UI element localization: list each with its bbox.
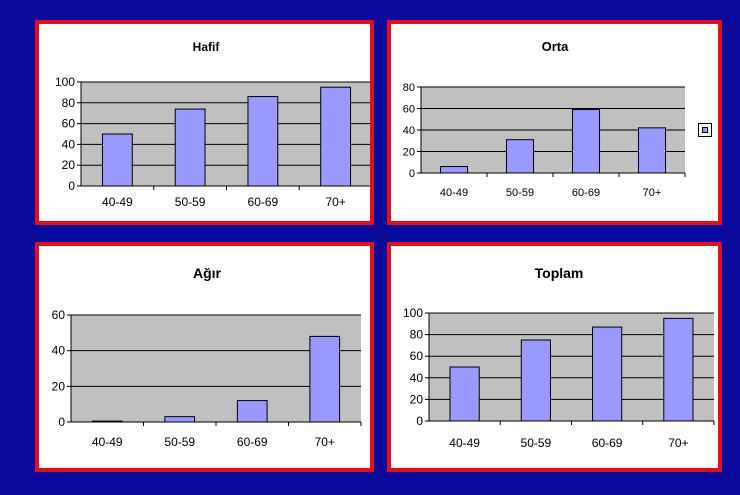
x-tick-label: 40-49	[440, 187, 468, 199]
x-tick-label: 60-69	[237, 435, 268, 449]
bar-orta-50-59	[505, 139, 535, 174]
bar-agir-70+	[309, 335, 341, 423]
x-tick-label: 50-59	[175, 195, 206, 209]
x-tick-label: 70+	[668, 436, 688, 450]
bar-agir-50-59	[164, 416, 196, 423]
chart-panel-toplam: Toplam 0 20 40 60 80 100 40-49 50-59 60-69 70+	[387, 242, 722, 472]
x-tick-label: 70+	[643, 187, 662, 199]
x-tick-label: 40-49	[92, 435, 123, 449]
y-tick-label: 0	[58, 415, 65, 429]
y-tick-label: 40	[52, 344, 66, 358]
y-tick-label: 60	[410, 349, 424, 363]
chart-title-orta: Orta	[542, 39, 570, 54]
y-tick-label: 0	[409, 168, 415, 180]
chart-panel-agir: Ağır 0 20 40 60 40-49 50-59 60-69 70+	[35, 242, 374, 472]
y-tick-label: 20	[410, 392, 424, 406]
y-tick-label: 0	[68, 179, 75, 193]
x-tick-label: 60-69	[572, 187, 600, 199]
bar-orta-40-49	[439, 166, 469, 174]
x-tick-label: 50-59	[506, 187, 534, 199]
legend-swatch	[702, 127, 708, 133]
bar-hafif-50-59	[174, 108, 206, 187]
y-tick-label: 0	[416, 414, 423, 428]
bar-agir-60-69	[236, 400, 268, 423]
legend-box	[698, 123, 712, 137]
bar-orta-70+	[637, 127, 667, 174]
x-tick-label: 50-59	[521, 436, 552, 450]
y-tick-label: 20	[403, 147, 415, 159]
chart-title-toplam: Toplam	[535, 265, 584, 281]
bar-orta-60-69	[571, 109, 601, 174]
y-tick-label: 60	[52, 308, 66, 322]
bar-toplam-50-59	[520, 339, 551, 422]
bar-hafif-40-49	[101, 133, 133, 187]
chart-svg-agir: Ağır 0 20 40 60 40-49 50-59 60-69 70+	[52, 265, 362, 449]
x-tick-label: 50-59	[164, 435, 195, 449]
x-tick-label: 60-69	[592, 436, 623, 450]
bar-hafif-70+	[320, 86, 352, 187]
x-tick-label: 40-49	[449, 436, 480, 450]
x-tick-label: 70+	[315, 435, 335, 449]
bar-toplam-60-69	[592, 326, 623, 422]
y-tick-label: 100	[403, 306, 423, 320]
bar-hafif-60-69	[247, 96, 279, 187]
chart-svg-toplam: Toplam 0 20 40 60 80 100 40-49 50-59 60-69 70+	[403, 265, 715, 450]
y-tick-label: 40	[410, 371, 424, 385]
chart-title-hafif: Hafif	[193, 40, 221, 54]
x-tick-label: 40-49	[102, 195, 133, 209]
chart-title-agir: Ağır	[193, 265, 222, 281]
chart-panel-orta: Orta 0 20 40 60 80 40-49 50-59 60-69 70+	[387, 20, 722, 225]
y-tick-label: 20	[62, 158, 76, 172]
bar-toplam-40-49	[449, 366, 480, 422]
x-tick-label: 70+	[325, 195, 345, 209]
chart-svg-orta: Orta 0 20 40 60 80 40-49 50-59 60-69 70+	[403, 39, 686, 199]
y-tick-label: 60	[403, 104, 415, 116]
y-tick-label: 40	[62, 137, 76, 151]
y-tick-label: 80	[62, 96, 76, 110]
y-tick-label: 80	[410, 328, 424, 342]
bar-toplam-70+	[663, 317, 694, 422]
y-tick-label: 60	[62, 117, 76, 131]
chart-panel-hafif: Hafif 0 20 40 60 80 100 40-49 50-59 60-69 70+	[35, 20, 374, 225]
y-tick-label: 80	[403, 82, 415, 94]
y-tick-label: 100	[55, 75, 75, 89]
chart-svg-hafif: Hafif 0 20 40 60 80 100 40-49 50-59 60-69 70+	[55, 40, 370, 209]
bar-agir-40-49	[91, 420, 123, 423]
x-tick-label: 60-69	[248, 195, 279, 209]
y-tick-label: 20	[52, 379, 66, 393]
y-tick-label: 40	[403, 125, 415, 137]
